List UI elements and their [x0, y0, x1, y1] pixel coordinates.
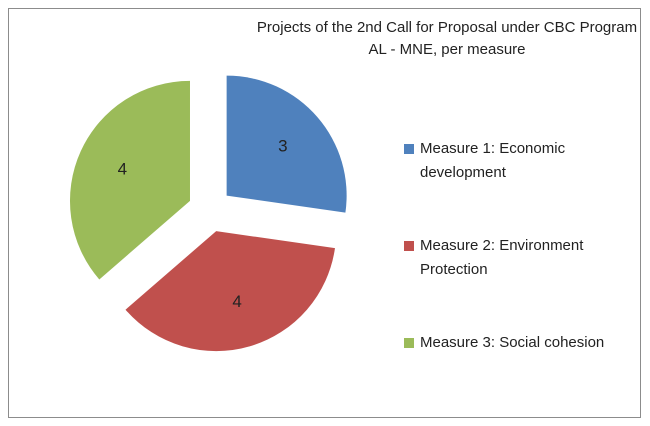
- chart-title: Projects of the 2nd Call for Proposal un…: [257, 19, 637, 58]
- legend-label: Measure 2: Environment Protection: [420, 237, 584, 278]
- legend-swatch: [404, 241, 414, 251]
- pie-slice: [226, 75, 347, 213]
- legend-swatch: [404, 144, 414, 154]
- legend-swatch: [404, 338, 414, 348]
- legend-label: Measure 1: Economic development: [420, 140, 566, 181]
- data-label: 4: [118, 159, 127, 178]
- pie-slice: [69, 80, 190, 280]
- legend-label: Measure 3: Social cohesion: [420, 334, 604, 351]
- data-label: 3: [278, 136, 287, 155]
- pie-slice: [125, 231, 335, 352]
- data-label: 4: [232, 292, 241, 311]
